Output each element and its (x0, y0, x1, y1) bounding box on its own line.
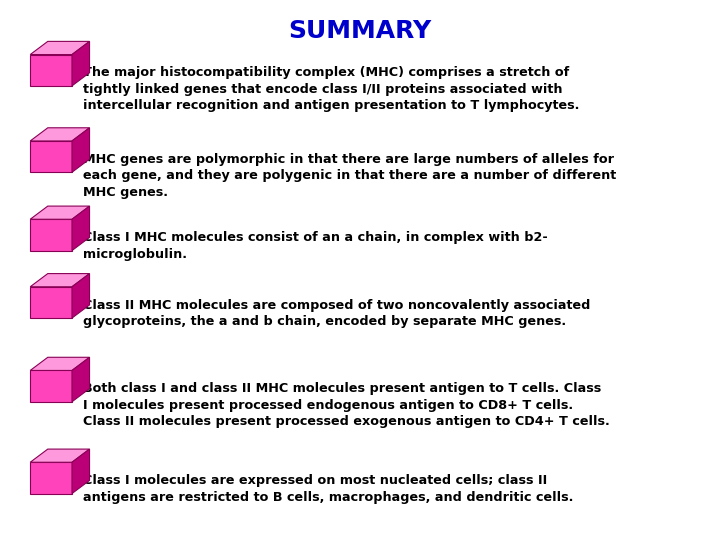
Polygon shape (72, 128, 89, 172)
Polygon shape (30, 287, 72, 318)
Polygon shape (30, 219, 72, 251)
Polygon shape (30, 55, 72, 86)
Polygon shape (30, 370, 72, 402)
Polygon shape (30, 128, 89, 141)
Polygon shape (30, 449, 89, 462)
Polygon shape (72, 449, 89, 494)
Text: The major histocompatibility complex (MHC) comprises a stretch of
tightly linked: The major histocompatibility complex (MH… (83, 66, 579, 112)
Text: Both class I and class II MHC molecules present antigen to T cells. Class
I mole: Both class I and class II MHC molecules … (83, 382, 610, 428)
Text: Class II MHC molecules are composed of two noncovalently associated
glycoprotein: Class II MHC molecules are composed of t… (83, 299, 590, 328)
Polygon shape (72, 274, 89, 318)
Polygon shape (30, 274, 89, 287)
Text: MHC genes are polymorphic in that there are large numbers of alleles for
each ge: MHC genes are polymorphic in that there … (83, 153, 616, 199)
Text: SUMMARY: SUMMARY (289, 19, 431, 43)
Polygon shape (72, 206, 89, 251)
Text: Class I molecules are expressed on most nucleated cells; class II
antigens are r: Class I molecules are expressed on most … (83, 474, 573, 504)
Polygon shape (30, 206, 89, 219)
Text: Class I MHC molecules consist of an a chain, in complex with b2-
microglobulin.: Class I MHC molecules consist of an a ch… (83, 231, 547, 261)
Polygon shape (30, 357, 89, 370)
Polygon shape (30, 462, 72, 494)
Polygon shape (72, 357, 89, 402)
Polygon shape (30, 42, 89, 55)
Polygon shape (72, 42, 89, 86)
Polygon shape (30, 141, 72, 172)
